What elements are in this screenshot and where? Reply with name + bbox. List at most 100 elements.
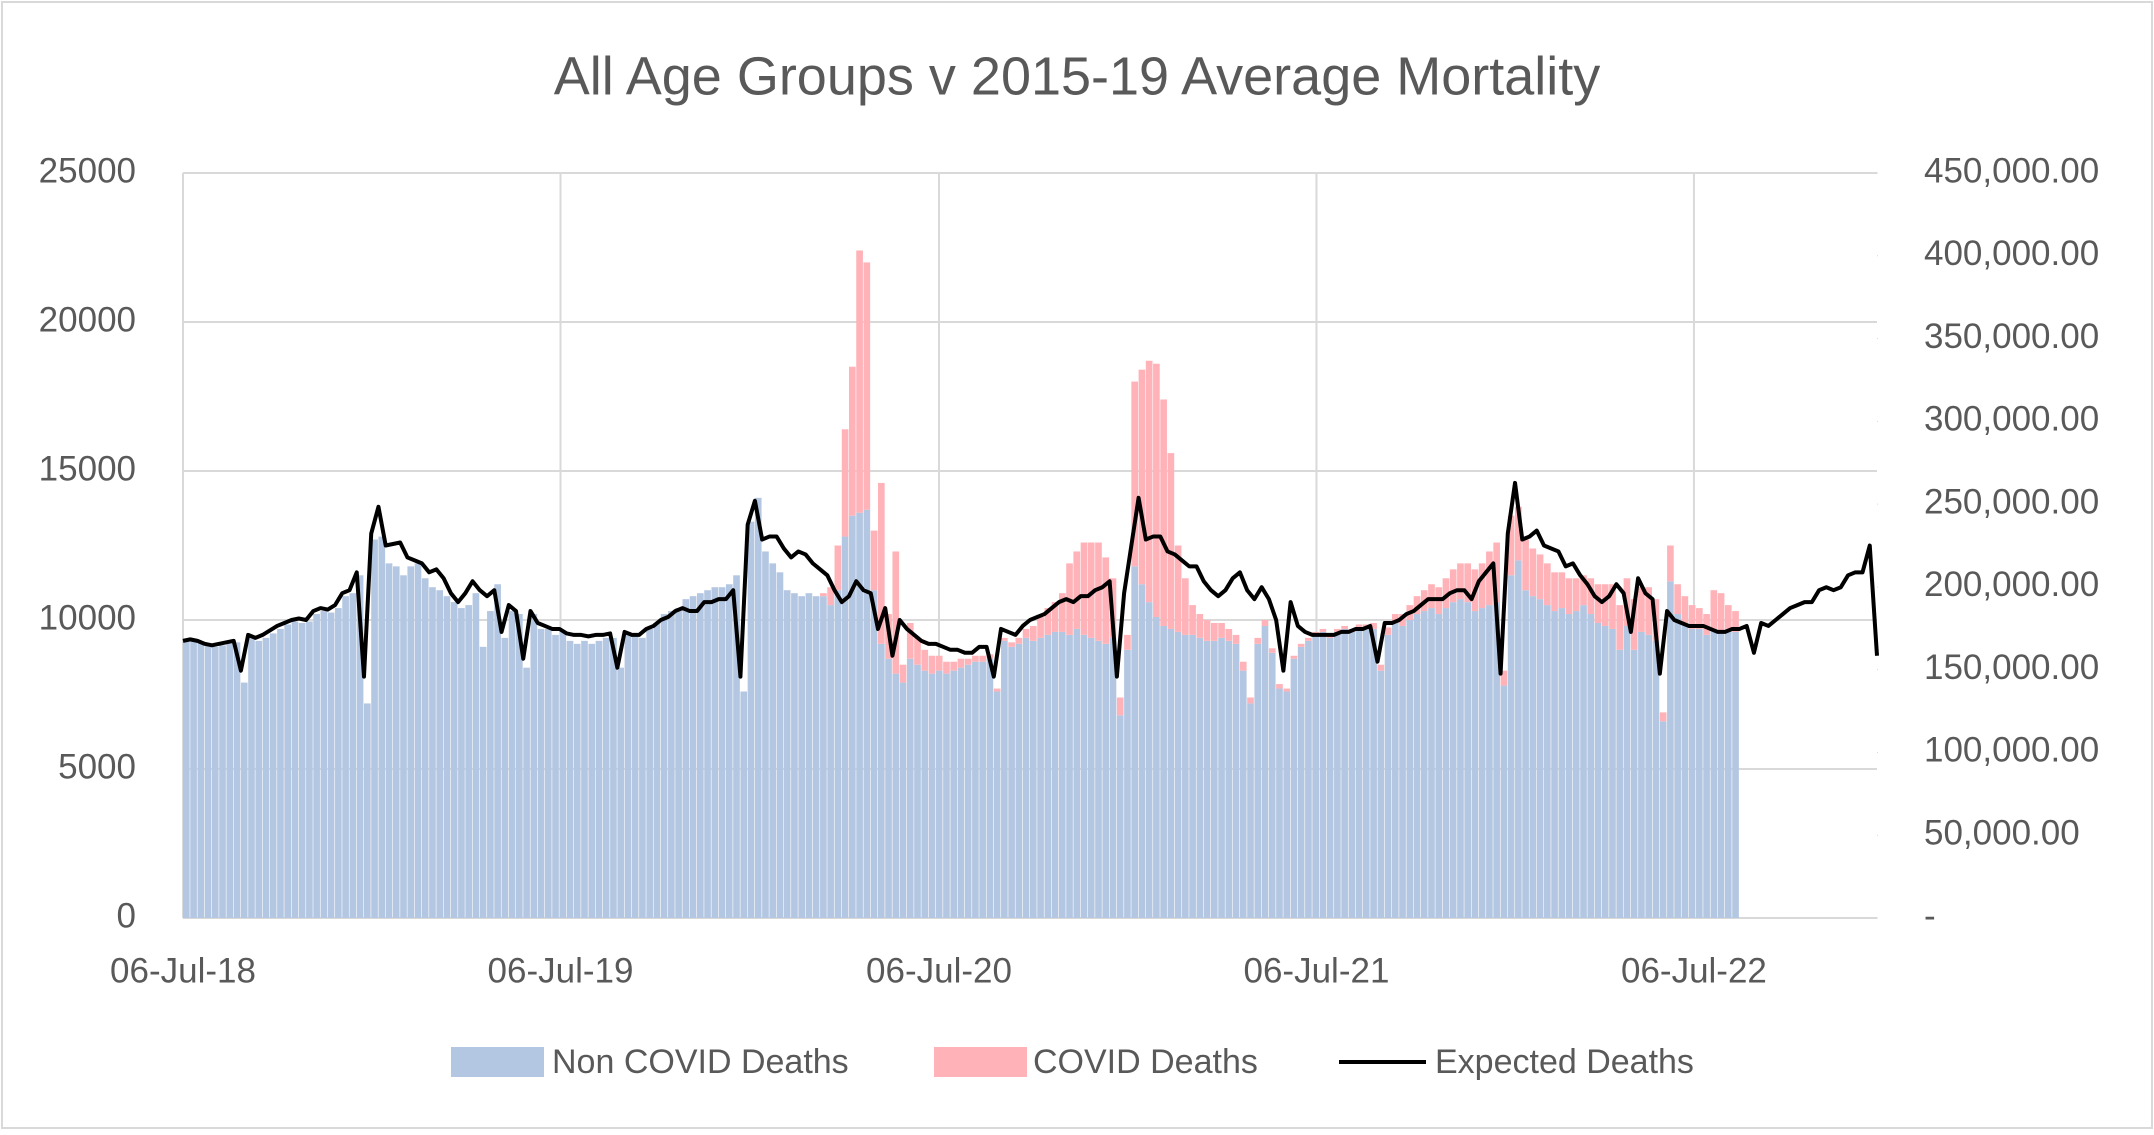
bar — [226, 643, 234, 918]
bar — [1674, 584, 1681, 615]
bar — [1334, 631, 1341, 918]
bar — [906, 622, 914, 659]
bar — [791, 593, 798, 918]
bar — [1225, 640, 1233, 918]
bar — [1145, 360, 1153, 603]
x-tick-label: 06-Jul-22 — [1621, 951, 1767, 990]
bar — [827, 587, 834, 606]
bar — [1051, 602, 1059, 632]
bar — [1087, 637, 1095, 918]
bar — [935, 655, 943, 671]
bar — [1276, 684, 1283, 689]
bar — [993, 688, 1001, 692]
bar — [1391, 622, 1399, 918]
bar — [1601, 584, 1609, 626]
bar — [443, 596, 451, 918]
bar — [1305, 637, 1312, 641]
bar — [1297, 643, 1305, 647]
bar — [1087, 542, 1095, 638]
bar — [1008, 642, 1015, 647]
bar — [1645, 587, 1653, 635]
bar — [204, 645, 212, 918]
bar — [487, 611, 494, 918]
legend-swatch — [934, 1047, 1027, 1077]
x-tick-label: 06-Jul-21 — [1244, 951, 1390, 990]
bar — [363, 703, 371, 918]
bar — [1348, 631, 1356, 918]
bar — [595, 640, 603, 918]
bar — [313, 614, 320, 918]
bar — [1522, 590, 1529, 918]
bar — [1703, 634, 1710, 918]
bar — [877, 643, 885, 918]
bar — [1457, 599, 1464, 918]
bar — [1095, 640, 1102, 918]
bar — [1551, 611, 1558, 918]
bar — [1420, 611, 1428, 918]
bar — [1066, 634, 1073, 918]
bar — [1131, 381, 1139, 567]
bar — [1203, 640, 1211, 918]
bar — [877, 482, 885, 644]
bar — [841, 429, 849, 537]
bar — [269, 633, 277, 918]
bar — [552, 634, 559, 918]
bar — [1167, 453, 1175, 629]
bar — [1464, 602, 1472, 918]
bar — [197, 642, 205, 918]
bar — [1297, 646, 1305, 918]
bar — [1131, 566, 1139, 918]
bar — [1558, 608, 1566, 918]
bar — [675, 608, 682, 918]
bar — [1500, 670, 1508, 686]
bar — [1572, 611, 1580, 918]
bar — [1370, 622, 1377, 629]
bar — [1536, 554, 1544, 600]
y2-tick-label: 350,000.00 — [1924, 317, 2099, 356]
legend: Non COVID Deaths COVID Deaths Expected Dea… — [451, 1043, 1694, 1081]
bar — [1232, 643, 1240, 918]
bar — [1189, 605, 1196, 635]
bar — [870, 590, 878, 918]
bar — [602, 637, 610, 918]
bar — [899, 664, 907, 683]
bar — [856, 250, 863, 513]
bar — [1153, 617, 1160, 918]
bar — [1247, 697, 1254, 704]
bar — [1732, 631, 1739, 918]
bar — [914, 637, 921, 665]
bar — [653, 622, 661, 918]
bar — [1174, 631, 1182, 918]
bar — [1174, 545, 1182, 632]
legend-label: Expected Deaths — [1435, 1043, 1694, 1081]
bar — [617, 667, 625, 918]
bar — [957, 667, 965, 918]
bar — [1239, 661, 1247, 671]
bar — [964, 664, 972, 918]
bar — [943, 673, 950, 918]
bar — [1044, 608, 1052, 635]
y2-tick-label: 450,000.00 — [1924, 151, 2099, 190]
bar — [183, 640, 190, 918]
bar — [921, 670, 929, 918]
bar — [1515, 506, 1522, 561]
y2-tick-label: 300,000.00 — [1924, 400, 2099, 439]
y2-tick-label: - — [1924, 896, 1936, 935]
bar — [1507, 515, 1515, 576]
bar — [610, 637, 617, 918]
bar — [1587, 578, 1595, 615]
bar — [1457, 563, 1464, 600]
bar — [588, 643, 596, 918]
y2-tick-label: 150,000.00 — [1924, 648, 2099, 687]
y-tick-label: 15000 — [39, 449, 136, 488]
bar — [1247, 703, 1254, 918]
bar — [573, 643, 581, 918]
bar — [1609, 628, 1616, 918]
bar — [1182, 578, 1189, 635]
bar — [1203, 620, 1211, 641]
y-tick-label: 25000 — [39, 151, 136, 190]
bar — [1218, 622, 1225, 638]
bar — [1442, 608, 1450, 918]
bar — [1717, 593, 1725, 632]
bar — [1522, 539, 1529, 591]
